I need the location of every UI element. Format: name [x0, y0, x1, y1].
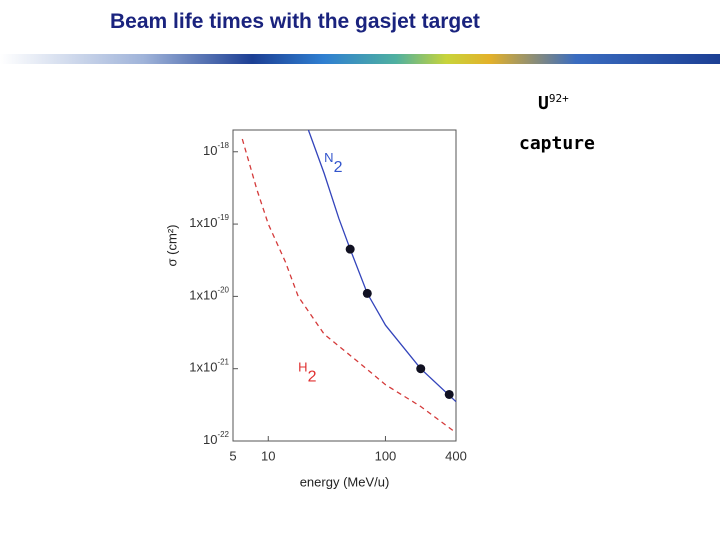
y-tick-exp: -22	[217, 430, 229, 439]
y-tick-base: 10	[203, 143, 217, 158]
title-bar	[0, 54, 720, 64]
fit-line	[307, 129, 457, 403]
y-tick-exp: -19	[217, 213, 229, 222]
ion-charge: 92+	[548, 92, 569, 105]
annotation-text: H	[298, 360, 307, 375]
data-point	[345, 244, 355, 254]
y-tick-base: 10	[203, 432, 217, 447]
plot-frame	[232, 129, 457, 442]
y-axis-label: σ (cm²)	[164, 225, 179, 267]
y-tick-exp: -21	[217, 358, 229, 367]
y-tick-base: 1x10	[189, 288, 217, 303]
data-point	[362, 288, 372, 298]
annotation: H2	[298, 360, 316, 386]
y-tick-exp: -18	[217, 141, 229, 150]
x-tick-label: 10	[261, 448, 275, 463]
x-tick-label: 400	[445, 448, 467, 463]
annotation-text: N	[324, 150, 333, 165]
y-tick-label: 1x10-21	[189, 358, 229, 375]
y-tick-exp: -20	[217, 285, 229, 294]
x-axis-label: energy (MeV/u)	[300, 474, 390, 489]
y-tick-base: 1x10	[189, 360, 217, 375]
annotation-sub: 2	[308, 369, 317, 386]
data-point	[444, 389, 454, 399]
ion-symbol: U	[538, 93, 549, 114]
annotation: N2	[324, 150, 342, 176]
x-tick-label: 5	[229, 448, 236, 463]
y-tick-label: 1x10-19	[189, 213, 229, 230]
x-tick-label: 100	[375, 448, 397, 463]
y-tick-base: 1x10	[189, 216, 217, 231]
annotation-sub: 2	[334, 159, 343, 176]
y-tick-label: 10-18	[203, 141, 230, 158]
y-tick-label: 10-22	[203, 430, 230, 447]
fit-line	[241, 138, 457, 434]
slide-title: Beam life times with the gasjet target	[110, 10, 480, 33]
data-point	[416, 364, 426, 374]
y-tick-label: 1x10-20	[189, 285, 229, 302]
note: capture	[519, 133, 595, 154]
ion-label: U92+	[538, 92, 569, 114]
